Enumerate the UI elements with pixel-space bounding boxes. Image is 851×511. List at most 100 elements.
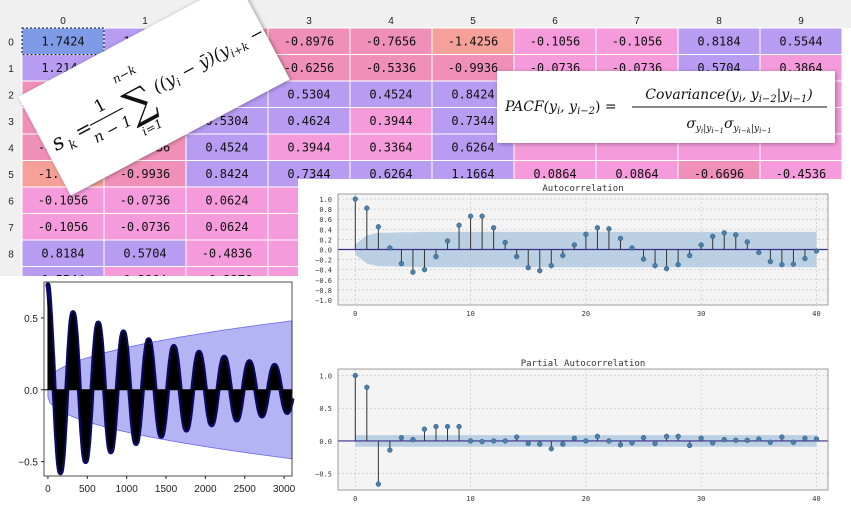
stem-marker bbox=[606, 438, 612, 444]
x-tick-label: 20 bbox=[582, 495, 590, 503]
partial-autocorrelation-plot: Partial Autocorrelation 1.0 0.5 0.0 −0.5 0 10 2… bbox=[298, 354, 851, 506]
stem-marker bbox=[387, 245, 393, 251]
table-cell-value: -0.9936 bbox=[448, 61, 499, 75]
eq-pacf-denominator: σyi|yi−1σyi−k|yi−1 bbox=[686, 116, 771, 135]
table-cell-value: 0.5544 bbox=[779, 34, 822, 48]
x-tick-label: 1000 bbox=[116, 484, 139, 495]
stem-marker bbox=[594, 433, 601, 440]
table-cell-value: -0.5336 bbox=[366, 61, 417, 75]
table-cell bbox=[185, 186, 269, 214]
plot-background bbox=[338, 369, 828, 490]
stem-marker bbox=[767, 439, 774, 445]
autocorrelation-canvas: Autocorrelation 1.0 0.8 0.6 0.4 0.2 0.0 −0.2 −0.… bbox=[315, 184, 829, 318]
table-cell-value: -0.1056 bbox=[38, 193, 89, 207]
table-cell-value: 1.7424 bbox=[41, 34, 84, 48]
table-cell-value: -0.6696 bbox=[694, 167, 745, 181]
table-cell-value: 0.0624 bbox=[205, 193, 248, 207]
table-cell-value: 0.8424 bbox=[451, 87, 494, 101]
table-cell bbox=[759, 27, 843, 55]
table-cell-value: 0.8424 bbox=[205, 167, 248, 181]
stem-marker bbox=[744, 239, 750, 245]
table-cell bbox=[431, 133, 515, 161]
stem-marker bbox=[652, 262, 658, 269]
stem-marker bbox=[525, 440, 531, 447]
stem-marker bbox=[617, 442, 624, 448]
stem-marker bbox=[548, 446, 554, 452]
stem-marker bbox=[733, 437, 739, 443]
table-cell-value: 0.5704 bbox=[123, 246, 166, 260]
table-row-header: 3 bbox=[8, 117, 14, 128]
y-tick-label: −1.0 bbox=[315, 297, 332, 305]
stem-marker bbox=[721, 230, 727, 236]
x-tick-label: 2000 bbox=[194, 484, 217, 495]
table-cell-value: -0.0736 bbox=[120, 193, 171, 207]
stem-marker bbox=[560, 252, 566, 259]
table-column-header: 0 bbox=[60, 16, 66, 27]
y-tick-label: 0.5 bbox=[24, 314, 38, 325]
stem-marker bbox=[617, 235, 624, 242]
table-row-header: 0 bbox=[8, 37, 14, 48]
y-tick-label: −0.5 bbox=[315, 471, 332, 479]
stem-marker bbox=[813, 248, 820, 254]
table-cell-value: 0.3944 bbox=[287, 140, 330, 154]
stem-marker bbox=[352, 372, 358, 379]
stem-marker bbox=[744, 437, 750, 443]
stem-marker bbox=[583, 438, 589, 444]
stem-marker bbox=[537, 441, 543, 447]
y-tick-label: −0.4 bbox=[315, 267, 332, 275]
y-tick-label: 0.8 bbox=[319, 206, 332, 214]
stem-marker bbox=[352, 196, 358, 202]
stem-marker bbox=[710, 233, 716, 240]
table-cell bbox=[513, 27, 597, 55]
plot-frame bbox=[43, 281, 293, 477]
table-cell-value: 0.3944 bbox=[369, 114, 412, 128]
table-column-header: 4 bbox=[388, 16, 394, 27]
x-tick-label: 500 bbox=[79, 484, 96, 495]
pacf-equation: PACF(yi, yi−2) = Covariance(yi, yi−2|yi−… bbox=[504, 87, 827, 135]
stem-marker bbox=[790, 261, 797, 267]
stem-marker bbox=[537, 268, 543, 274]
stem-marker bbox=[663, 266, 670, 272]
table-cell bbox=[21, 213, 105, 241]
stem-marker bbox=[410, 269, 416, 275]
table-cell-value: -0.0736 bbox=[120, 220, 171, 234]
table-cell-value: 0.8184 bbox=[41, 246, 84, 260]
y-tick-label: 1.0 bbox=[319, 373, 332, 381]
table-cell bbox=[103, 186, 187, 214]
y-tick-label: −0.8 bbox=[315, 287, 332, 295]
table-row-header: 4 bbox=[8, 143, 14, 154]
stem-marker bbox=[686, 252, 693, 259]
partial-autocorrelation-canvas: Partial Autocorrelation 1.0 0.5 0.0 −0.5 0 10 2… bbox=[315, 359, 829, 503]
table-cell bbox=[21, 186, 105, 214]
table-cell-value: -0.1056 bbox=[530, 34, 581, 48]
table-cell bbox=[349, 27, 433, 55]
stem-marker bbox=[502, 239, 508, 246]
stem-marker bbox=[779, 261, 785, 268]
y-tick-label: 0.0 bbox=[24, 386, 38, 397]
stem-marker bbox=[467, 213, 474, 219]
stem-marker bbox=[756, 436, 762, 442]
y-tick-label: 1.0 bbox=[319, 196, 332, 204]
stem-marker bbox=[490, 438, 497, 444]
autocovariance-equation-card: s k = 1 n − 1 ∑ n−k i=1 ((yi − ȳ)(yi+k −… bbox=[18, 0, 293, 196]
table-column-header: 7 bbox=[634, 16, 640, 27]
table-selected-cell-outline bbox=[21, 27, 105, 55]
x-tick-label: 1500 bbox=[155, 484, 178, 495]
table-cell-value: -0.9936 bbox=[120, 167, 171, 181]
plot-title: Autocorrelation bbox=[542, 184, 623, 194]
stem-marker bbox=[375, 224, 382, 230]
stem-marker bbox=[456, 222, 462, 228]
long-lag-acf-canvas: 0.5 0.0 −0.5 0 500 1000 1500 2000 2500 3000 bbox=[18, 281, 296, 495]
plot-frame bbox=[337, 368, 829, 491]
stem-marker bbox=[721, 436, 727, 443]
table-column-header: 9 bbox=[798, 16, 804, 27]
stem-marker bbox=[583, 231, 589, 238]
stem-marker bbox=[698, 242, 704, 248]
table-cell-value: 0.8184 bbox=[697, 34, 740, 48]
x-tick-label: 10 bbox=[466, 310, 474, 318]
stem-marker bbox=[514, 253, 520, 260]
table-column-header: 5 bbox=[470, 16, 476, 27]
table-row-header: 2 bbox=[8, 90, 14, 101]
table-row-header: 1 bbox=[8, 64, 14, 75]
table-cell-value: -0.7656 bbox=[366, 34, 417, 48]
